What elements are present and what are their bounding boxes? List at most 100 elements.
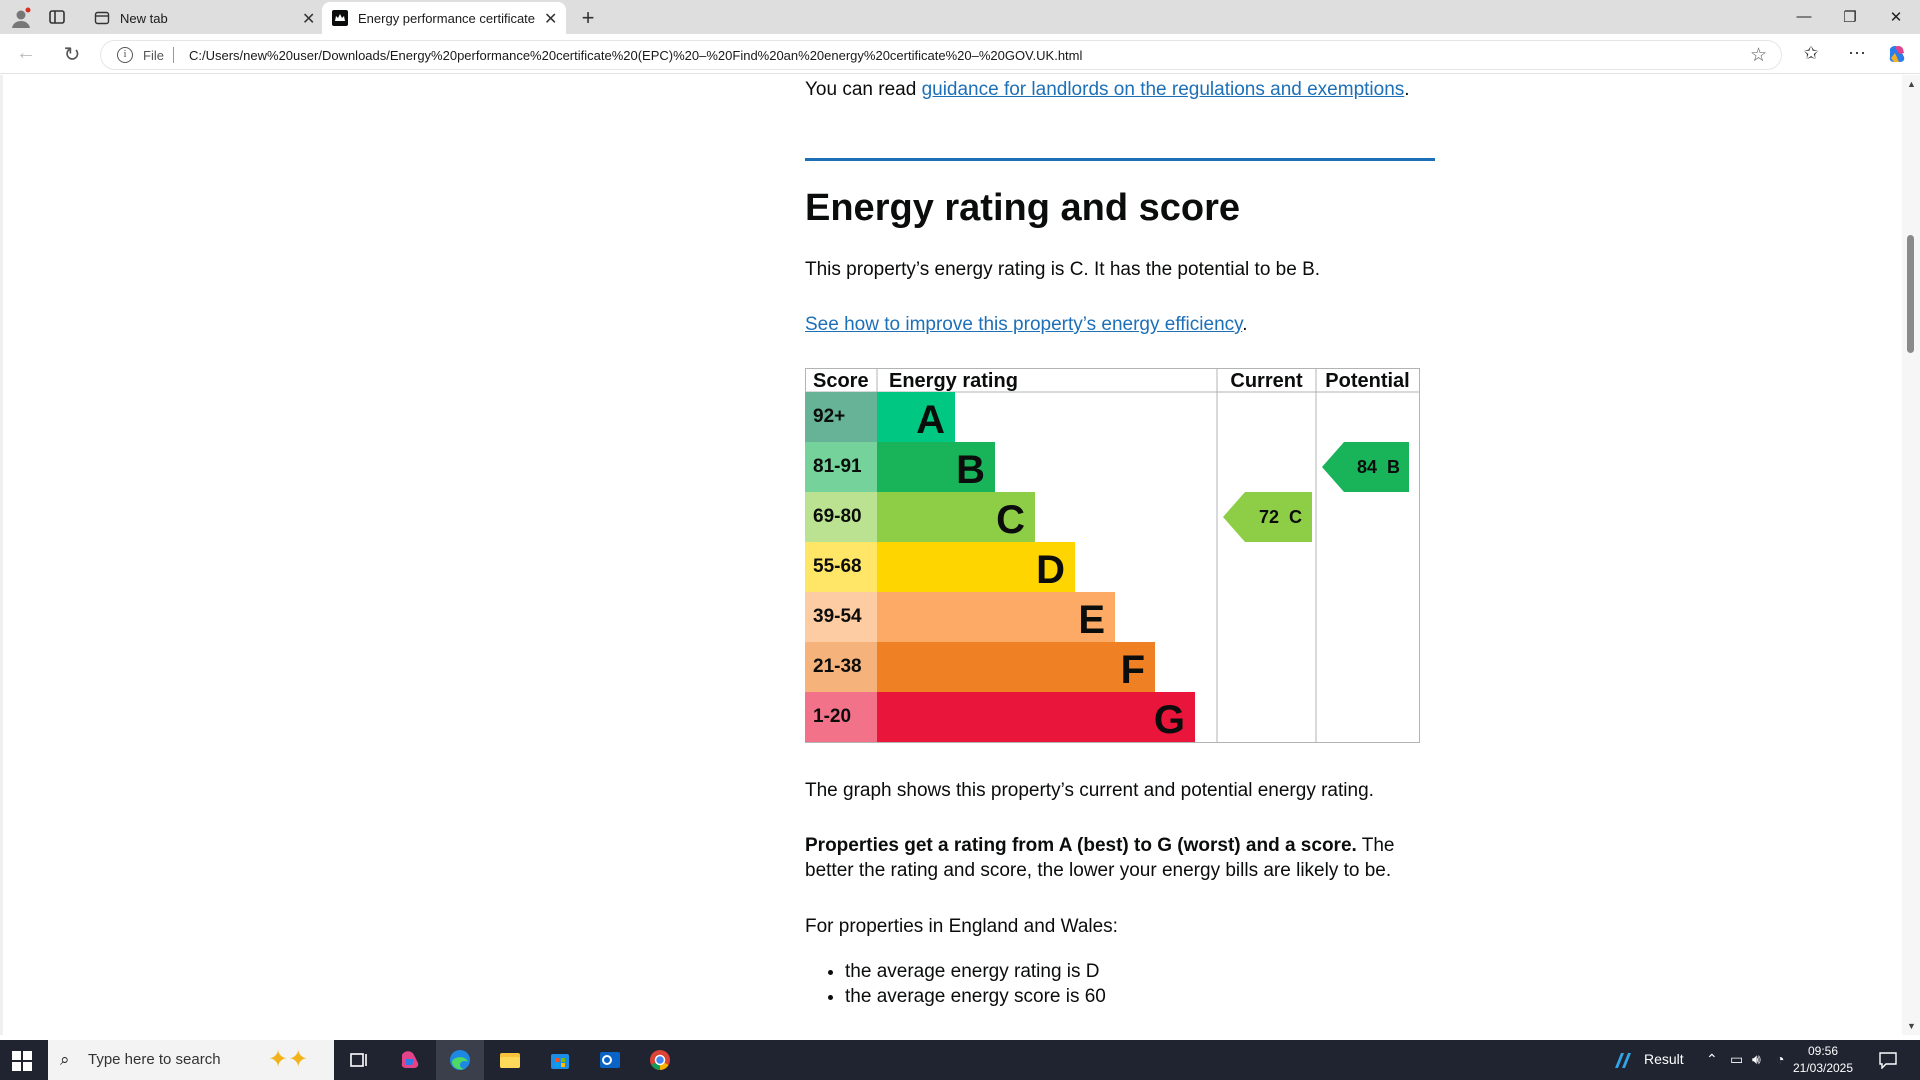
close-tab-icon[interactable]: ✕ [544,11,558,28]
properties-bold: Properties get a rating from A (best) to… [805,835,1357,856]
scroll-down-icon[interactable]: ▼ [1907,1021,1916,1031]
copilot-app-button[interactable] [386,1040,434,1080]
copilot-icon[interactable] [1886,43,1908,65]
copilot-app-icon [401,1051,419,1068]
header-score: Score [813,370,869,392]
search-icon: ⌕ [60,1050,70,1069]
scrollbar-thumb[interactable] [1907,235,1914,353]
improve-suffix: . [1242,314,1248,335]
show-hidden-icons-icon[interactable]: ⌃ [1706,1051,1718,1067]
section-heading: Energy rating and score [805,187,1241,229]
tab-epc[interactable]: Energy performance certificate (EPC) – F… [322,2,566,34]
url-scheme: File [143,48,164,63]
address-bar[interactable]: i File C:/Users/new%20user/Downloads/Ene… [100,40,1782,70]
close-window-icon[interactable]: ✕ [1889,9,1903,26]
vertical-scrollbar[interactable]: ▲ ▼ [1902,75,1920,1035]
guidance-link[interactable]: guidance for landlords on the regulation… [921,79,1405,100]
rating-letter: D [1036,548,1065,592]
windows-start-icon[interactable] [12,1051,32,1071]
tab-strip: New tab ✕ Energy performance certificate… [0,0,1920,34]
chrome-icon [650,1050,670,1070]
header-energy-rating: Energy rating [889,370,1018,392]
improve-link[interactable]: See how to improve this property’s energ… [805,314,1243,335]
potential-rating-label: 84 B [1357,457,1400,477]
score-label: 21-38 [813,656,862,677]
header-potential: Potential [1325,370,1409,392]
restore-icon[interactable]: ❐ [1843,9,1857,26]
notifications-icon[interactable] [1878,1051,1898,1069]
rating-bar-e [877,592,1115,642]
close-tab-icon[interactable]: ✕ [302,11,316,28]
current-arrow [1223,492,1312,542]
scroll-up-icon[interactable]: ▲ [1907,79,1916,89]
properties-paragraph: Properties get a rating from A (best) to… [805,833,1435,883]
task-view-button[interactable] [336,1040,384,1080]
more-menu-icon[interactable]: ⋯ [1848,43,1866,63]
guidance-suffix: . [1404,79,1410,100]
weather-result-icon[interactable] [1612,1050,1634,1070]
profile-icon[interactable] [10,7,32,29]
minimize-icon[interactable]: — [1796,8,1812,25]
site-info-icon[interactable]: i [117,47,133,63]
rating-letter: E [1078,598,1105,642]
address-toolbar: ← ↻ i File C:/Users/new%20user/Downloads… [0,34,1920,74]
volume-icon[interactable]: 🔊︎ [1752,1051,1761,1067]
score-label: 69-80 [813,506,862,527]
favorite-star-icon[interactable]: ☆ [1749,45,1767,66]
tab-title: Energy performance certificate (EPC) – F… [358,10,538,26]
tray-result-label[interactable]: Result [1644,1051,1684,1067]
section-divider [805,158,1435,161]
rating-sentence: This property’s energy rating is C. It h… [805,259,1321,280]
score-label: 1-20 [813,706,851,727]
rating-letter: C [996,498,1025,542]
graph-caption: The graph shows this property’s current … [805,780,1374,801]
taskbar-clock[interactable]: 09:56 21/03/2025 [1786,1043,1860,1077]
improve-paragraph: See how to improve this property’s energ… [805,312,1248,337]
score-label: 92+ [813,406,845,427]
new-tab-button[interactable]: + [581,5,595,30]
score-cell [805,492,877,542]
outlook-icon [600,1052,620,1068]
rating-letter: F [1121,648,1145,692]
chrome-app-button[interactable] [636,1040,684,1080]
score-label: 39-54 [813,606,862,627]
outlook-app-button[interactable] [586,1040,634,1080]
url-separator [173,47,174,63]
device-icon[interactable]: ▭ [1730,1051,1744,1067]
guidance-prefix: You can read [805,79,922,100]
favorites-icon[interactable]: ✩ [1803,43,1819,63]
store-app-button[interactable] [536,1040,584,1080]
search-highlight-icon: ✦✦ [268,1046,309,1073]
score-cell [805,442,877,492]
score-cell [805,692,877,742]
file-explorer-icon [500,1053,520,1068]
new-tab-icon [94,11,110,25]
epc-chart-svg: Score Energy rating Current Potential 92+ A 81… [805,368,1420,743]
rating-bar-c [877,492,1035,542]
list-item: the average energy score is 60 [845,984,1106,1009]
file-explorer-button[interactable] [486,1040,534,1080]
tab-new-tab[interactable]: New tab ✕ [86,2,326,34]
list-item: the average energy rating is D [845,959,1106,984]
url-text[interactable]: C:/Users/new%20user/Downloads/Energy%20p… [189,48,1083,63]
header-current: Current [1230,370,1303,392]
taskbar-search[interactable]: ⌕ Type here to search ✦✦ [48,1040,334,1080]
rating-bar-a [877,392,955,442]
england-intro: For properties in England and Wales: [805,916,1118,937]
current-rating-label: 72 C [1259,507,1302,527]
rating-letter: A [916,398,945,442]
edge-app-button[interactable] [436,1040,484,1080]
properties-rest: The better the rating and score, the low… [805,835,1395,881]
page-viewport: You can read guidance for landlords on t… [0,75,1902,1035]
network-icon[interactable]: ◔ [1776,1051,1785,1067]
store-icon [551,1054,569,1069]
score-label: 55-68 [813,556,862,577]
search-placeholder: Type here to search [88,1051,221,1068]
score-cell [805,592,877,642]
refresh-icon[interactable]: ↻ [63,44,81,66]
tab-actions-icon[interactable] [48,8,66,26]
tab-title: New tab [120,10,168,26]
clock-date: 21/03/2025 [1792,1061,1854,1075]
back-icon[interactable]: ← [16,42,36,64]
rating-bar-b [877,442,995,492]
